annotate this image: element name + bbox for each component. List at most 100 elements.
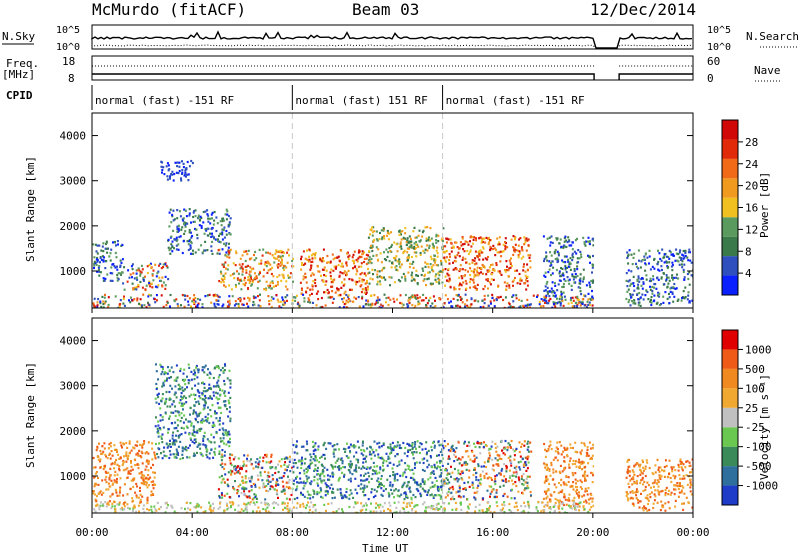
echo-cell (334, 257, 336, 259)
echo-cell (425, 297, 427, 299)
echo-cell (550, 493, 552, 495)
echo-cell (436, 480, 438, 482)
echo-cell (185, 167, 187, 169)
echo-cell (169, 385, 171, 387)
echo-cell (127, 269, 129, 271)
echo-cell (328, 479, 330, 481)
echo-cell (498, 241, 500, 243)
echo-cell (530, 494, 532, 496)
echo-cell (302, 494, 304, 496)
echo-cell (315, 464, 317, 466)
echo-cell (183, 240, 185, 242)
echo-cell (459, 269, 461, 271)
echo-cell (427, 491, 429, 493)
echo-cell (291, 494, 293, 496)
echo-cell (132, 299, 134, 301)
echo-cell (163, 373, 165, 375)
echo-cell (514, 497, 516, 499)
echo-cell (381, 269, 383, 271)
echo-cell (401, 459, 403, 461)
echo-cell (475, 498, 477, 500)
echo-cell (328, 442, 330, 444)
echo-cell (254, 251, 256, 253)
echo-cell (249, 460, 251, 462)
echo-cell (229, 453, 231, 455)
echo-cell (348, 479, 350, 481)
echo-cell (196, 234, 198, 236)
echo-cell (330, 286, 332, 288)
echo-cell (167, 373, 169, 375)
echo-cell (489, 455, 491, 457)
echo-cell (552, 260, 554, 262)
echo-cell (131, 450, 133, 452)
echo-cell (507, 269, 509, 271)
echo-cell (315, 252, 317, 254)
echo-cell (112, 483, 114, 485)
echo-cell (514, 454, 516, 456)
echo-cell (264, 498, 266, 500)
echo-cell (447, 463, 449, 465)
echo-cell (505, 271, 507, 273)
echo-cell (554, 306, 556, 308)
echo-cell (367, 472, 369, 474)
echo-cell (576, 306, 578, 308)
echo-cell (160, 436, 162, 438)
echo-cell (154, 264, 156, 266)
echo-cell (265, 252, 267, 254)
echo-cell (206, 449, 208, 451)
echo-cell (406, 244, 408, 246)
echo-cell (219, 417, 221, 419)
echo-cell (112, 241, 114, 243)
echo-cell (220, 271, 222, 273)
echo-cell (122, 464, 124, 466)
echo-cell (526, 263, 528, 265)
echo-cell (321, 480, 323, 482)
echo-cell (679, 256, 681, 258)
echo-cell (340, 250, 342, 252)
echo-cell (267, 295, 269, 297)
echo-cell (547, 478, 549, 480)
echo-cell (365, 473, 367, 475)
echo-cell (379, 446, 381, 448)
echo-cell (568, 466, 570, 468)
echo-cell (548, 483, 550, 485)
echo-cell (559, 279, 561, 281)
echo-cell (300, 258, 302, 260)
echo-cell (362, 250, 364, 252)
echo-cell (333, 279, 335, 281)
echo-cell (360, 479, 362, 481)
echo-cell (96, 446, 98, 448)
echo-cell (460, 241, 462, 243)
echo-cell (425, 266, 427, 268)
echo-cell (158, 403, 160, 405)
echo-cell (322, 269, 324, 271)
echo-cell (391, 493, 393, 495)
echo-cell (212, 422, 214, 424)
echo-cell (440, 469, 442, 471)
echo-cell (395, 269, 397, 271)
echo-cell (571, 285, 573, 287)
echo-cell (626, 285, 628, 287)
echo-cell (493, 269, 495, 271)
echo-cell (519, 481, 521, 483)
echo-cell (210, 434, 212, 436)
echo-cell (510, 447, 512, 449)
echo-cell (586, 475, 588, 477)
echo-cell (344, 466, 346, 468)
echo-cell (306, 480, 308, 482)
echo-cell (155, 416, 157, 418)
echo-cell (552, 478, 554, 480)
echo-cell (348, 457, 350, 459)
echo-cell (278, 274, 280, 276)
echo-cell (459, 296, 461, 298)
echo-cell (522, 305, 524, 307)
echo-cell (521, 246, 523, 248)
echo-cell (514, 247, 516, 249)
echo-cell (518, 466, 520, 468)
echo-cell (550, 444, 552, 446)
echo-cell (579, 465, 581, 467)
echo-cell (318, 492, 320, 494)
echo-cell (473, 276, 475, 278)
echo-cell (296, 497, 298, 499)
echo-cell (411, 280, 413, 282)
